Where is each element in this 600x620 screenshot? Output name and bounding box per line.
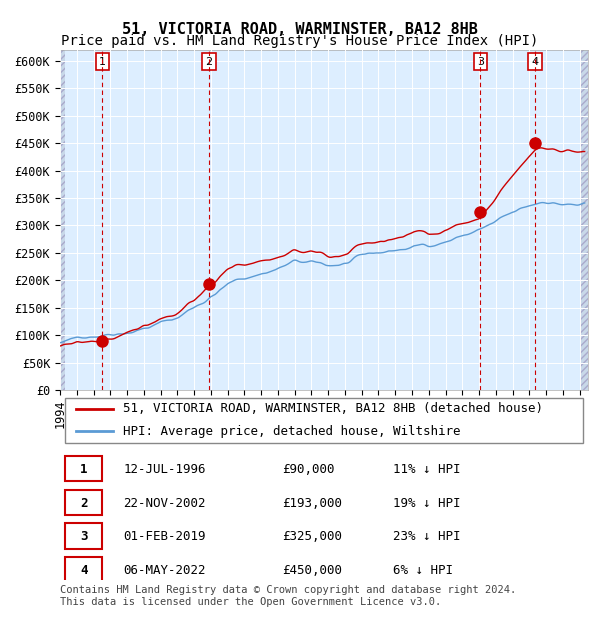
Text: 1: 1 [80,463,88,476]
FancyBboxPatch shape [65,397,583,443]
Text: 1: 1 [99,57,106,67]
Text: 4: 4 [532,57,539,67]
Text: 3: 3 [80,530,88,543]
Bar [60,50,65,390]
Text: 06-MAY-2022: 06-MAY-2022 [124,564,206,577]
Text: 12-JUL-1996: 12-JUL-1996 [124,463,206,476]
FancyBboxPatch shape [65,523,102,549]
Text: 2: 2 [205,57,212,67]
Text: 51, VICTORIA ROAD, WARMINSTER, BA12 8HB: 51, VICTORIA ROAD, WARMINSTER, BA12 8HB [122,22,478,37]
Bar [580,50,588,390]
Text: 3: 3 [477,57,484,67]
FancyBboxPatch shape [65,456,102,482]
Text: 22-NOV-2002: 22-NOV-2002 [124,497,206,510]
Text: £90,000: £90,000 [282,463,334,476]
Text: 11% ↓ HPI: 11% ↓ HPI [392,463,460,476]
FancyBboxPatch shape [65,490,102,515]
Text: Price paid vs. HM Land Registry's House Price Index (HPI): Price paid vs. HM Land Registry's House … [61,34,539,48]
Text: 6% ↓ HPI: 6% ↓ HPI [392,564,452,577]
Text: 2: 2 [80,497,88,510]
Text: £193,000: £193,000 [282,497,342,510]
Text: HPI: Average price, detached house, Wiltshire: HPI: Average price, detached house, Wilt… [124,425,461,438]
Text: £325,000: £325,000 [282,530,342,543]
Text: 01-FEB-2019: 01-FEB-2019 [124,530,206,543]
Text: 51, VICTORIA ROAD, WARMINSTER, BA12 8HB (detached house): 51, VICTORIA ROAD, WARMINSTER, BA12 8HB … [124,402,544,415]
Text: Contains HM Land Registry data © Crown copyright and database right 2024.
This d: Contains HM Land Registry data © Crown c… [60,585,516,606]
Text: £450,000: £450,000 [282,564,342,577]
FancyBboxPatch shape [65,557,102,583]
Text: 23% ↓ HPI: 23% ↓ HPI [392,530,460,543]
Text: 19% ↓ HPI: 19% ↓ HPI [392,497,460,510]
Text: 4: 4 [80,564,88,577]
